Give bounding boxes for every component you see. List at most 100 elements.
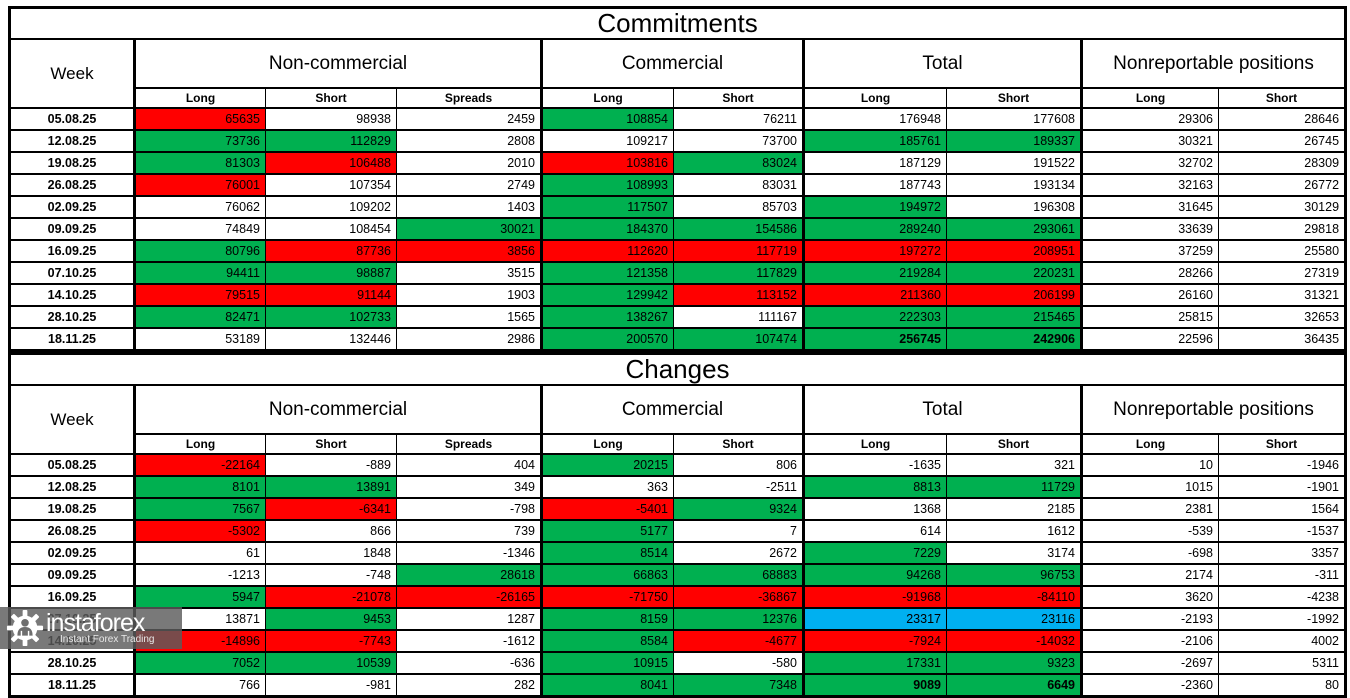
value-cell: 107474: [673, 327, 804, 352]
column-header: Spreads: [396, 433, 542, 455]
value-cell: 66863: [540, 563, 674, 587]
value-cell: 53189: [133, 327, 266, 352]
table-row: 12.08.25 73736 112829 2808 109217 73700 185761…: [9, 129, 1347, 153]
value-cell: 2174: [1080, 563, 1219, 587]
value-cell: 65635: [133, 107, 266, 131]
week-cell: 16.09.25: [9, 239, 135, 263]
value-cell: 107354: [265, 173, 397, 197]
table-row: 09.09.25 -1213 -748 28618 66863 68883 94268 967…: [9, 563, 1347, 587]
group-header: Total: [802, 38, 1082, 89]
value-cell: 33639: [1080, 217, 1219, 241]
week-cell: 09.09.25: [9, 217, 135, 241]
value-cell: 36435: [1217, 327, 1347, 352]
value-cell: 9453: [265, 607, 397, 631]
value-cell: 200570: [540, 327, 674, 352]
value-cell: -1992: [1217, 607, 1347, 631]
week-cell: 19.08.25: [9, 151, 135, 175]
value-cell: -889: [265, 453, 397, 477]
column-header: Short: [265, 87, 397, 109]
value-cell: 2749: [396, 173, 542, 197]
value-cell: -698: [1080, 541, 1219, 565]
value-cell: 193134: [946, 173, 1082, 197]
value-cell: 8813: [802, 475, 947, 499]
value-cell: -1537: [1217, 519, 1347, 543]
value-cell: 32702: [1080, 151, 1219, 175]
table-row: 18.11.25 53189 132446 2986 200570 107474 25674…: [9, 327, 1347, 352]
value-cell: 614: [802, 519, 947, 543]
value-cell: 282: [396, 673, 542, 698]
value-cell: 25580: [1217, 239, 1347, 263]
value-cell: 28646: [1217, 107, 1347, 131]
week-header: Week: [9, 38, 135, 109]
column-header: Short: [1217, 433, 1347, 455]
value-cell: 321: [946, 453, 1082, 477]
value-cell: 32163: [1080, 173, 1219, 197]
value-cell: 32653: [1217, 305, 1347, 329]
value-cell: 76062: [133, 195, 266, 219]
value-cell: 177608: [946, 107, 1082, 131]
value-cell: -2511: [673, 475, 804, 499]
value-cell: 222303: [802, 305, 947, 329]
value-cell: 7052: [133, 651, 266, 675]
value-cell: 30021: [396, 217, 542, 241]
week-cell: 02.09.25: [9, 195, 135, 219]
table-row: 18.11.25 766 -981 282 8041 7348 9089 6649 -2360 8…: [9, 673, 1347, 698]
value-cell: 220231: [946, 261, 1082, 285]
value-cell: 26745: [1217, 129, 1347, 153]
value-cell: 76211: [673, 107, 804, 131]
value-cell: 7: [673, 519, 804, 543]
value-cell: 31645: [1080, 195, 1219, 219]
value-cell: 98887: [265, 261, 397, 285]
value-cell: 7229: [802, 541, 947, 565]
value-cell: 112620: [540, 239, 674, 263]
value-cell: -21078: [265, 585, 397, 609]
value-cell: 37259: [1080, 239, 1219, 263]
value-cell: 289240: [802, 217, 947, 241]
value-cell: -84110: [946, 585, 1082, 609]
week-cell: 18.11.25: [9, 327, 135, 352]
brand-tagline: Instant Forex Trading: [60, 634, 155, 645]
value-cell: 2672: [673, 541, 804, 565]
value-cell: 82471: [133, 305, 266, 329]
value-cell: 8514: [540, 541, 674, 565]
week-cell: 16.09.25: [9, 585, 135, 609]
column-header: Long: [802, 87, 947, 109]
value-cell: 242906: [946, 327, 1082, 352]
value-cell: 9323: [946, 651, 1082, 675]
gear-person-icon: [6, 609, 44, 647]
value-cell: 2986: [396, 327, 542, 352]
value-cell: 2185: [946, 497, 1082, 521]
value-cell: 68883: [673, 563, 804, 587]
table-row: 26.08.25 76001 107354 2749 108993 83031 187743…: [9, 173, 1347, 197]
value-cell: 3620: [1080, 585, 1219, 609]
table-row: 07.10.25 94411 98887 3515 121358 117829 219284…: [9, 261, 1347, 285]
value-cell: 8041: [540, 673, 674, 698]
value-cell: 31321: [1217, 283, 1347, 307]
value-cell: 5947: [133, 585, 266, 609]
value-cell: 30321: [1080, 129, 1219, 153]
value-cell: -798: [396, 497, 542, 521]
changes-table: Changes Week Non-commercial Commercial Total…: [8, 352, 1348, 698]
table-row: 19.08.25 81303 106488 2010 103816 83024 187129…: [9, 151, 1347, 175]
week-cell: 28.10.25: [9, 651, 135, 675]
value-cell: 109217: [540, 129, 674, 153]
value-cell: 2808: [396, 129, 542, 153]
week-cell: 26.08.25: [9, 519, 135, 543]
column-header: Long: [540, 87, 674, 109]
value-cell: -1213: [133, 563, 266, 587]
value-cell: 9089: [802, 673, 947, 698]
value-cell: 17331: [802, 651, 947, 675]
value-cell: 3515: [396, 261, 542, 285]
value-cell: 83031: [673, 173, 804, 197]
table-row: 09.09.25 74849 108454 30021 184370 154586 2892…: [9, 217, 1347, 241]
value-cell: 1903: [396, 283, 542, 307]
value-cell: 2381: [1080, 497, 1219, 521]
table-row: 12.08.25 8101 13891 349 363 -2511 8813 11729 101…: [9, 475, 1347, 499]
value-cell: 111167: [673, 305, 804, 329]
value-cell: 10539: [265, 651, 397, 675]
value-cell: 23116: [946, 607, 1082, 631]
week-cell: 09.09.25: [9, 563, 135, 587]
week-header: Week: [9, 384, 135, 455]
value-cell: 28309: [1217, 151, 1347, 175]
value-cell: 11729: [946, 475, 1082, 499]
